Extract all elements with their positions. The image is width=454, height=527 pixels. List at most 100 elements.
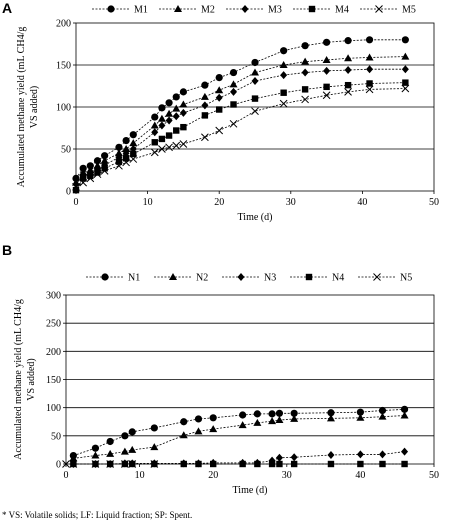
panel-a-point-m1-shape [115,143,123,151]
panel-a-point-m3-shape [165,116,173,125]
panel-a-point-m1 [179,88,187,96]
panel-b-point-n1 [150,424,158,432]
panel-a-point-m3 [401,65,409,74]
panel-a-point-m3-shape [172,112,180,121]
panel-b-x-tick-label: 50 [429,470,439,481]
panel-b-legend-marker [373,273,381,281]
panel-b-point-n2 [400,411,409,419]
panel-b-x-tick-label: 40 [355,470,365,481]
panel-a-point-m2 [344,54,353,62]
panel-b-point-n2 [326,414,335,422]
panel-b-point-n4-shape [379,460,386,468]
panel-b-point-n2-shape [268,417,277,425]
panel-b-point-n4 [210,460,217,468]
panel-a-legend-marker [308,5,316,13]
panel-a-point-m1-shape [86,162,94,170]
panel-a-legend-label: M3 [268,5,282,16]
panel-a-point-m5 [150,148,159,157]
panel-a-legend-label: M1 [134,5,148,16]
panel-a-legend-label: M4 [335,5,349,16]
panel-a-point-m5 [251,107,259,116]
panel-a: A 0 50 100 150 200 0 10 20 30 40 50 Time (d) Accumula… [2,0,439,223]
panel-a-line-m4 [75,82,406,191]
panel-a-point-m3 [323,66,331,75]
panel-b-point-n1-shape [253,410,261,418]
panel-a-point-m1-shape [79,164,87,172]
panel-a-point-m4 [165,132,173,139]
panel-b-legend-marker [237,273,245,281]
panel-a-legend-marker-stroke-b [375,5,383,13]
panel-a-y-axis-title-line1: Accumulated methane yield (mL CH4/g [16,27,27,188]
panel-a-point-m4 [151,139,158,146]
panel-a-legend-item-m4: M4 [293,5,349,16]
panel-b-series-n2 [69,411,409,462]
panel-b-point-n1 [268,410,276,418]
panel-a-point-m1 [301,42,309,50]
panel-b-legend-marker-shape [237,273,245,281]
panel-a-point-m3-shape [230,87,238,96]
panel-a-point-m5 [229,119,238,128]
panel-b-point-n2 [128,445,137,453]
panel-a-point-m4 [122,155,130,162]
panel-a-point-m5-stroke-b [229,119,238,128]
panel-a-letter: A [2,0,12,16]
panel-b-point-n1 [253,410,261,418]
panel-b-point-n1 [91,444,100,452]
panel-a-point-m5 [115,161,123,170]
panel-a-point-m3-shape [301,68,309,77]
panel-b-point-n5 [91,460,100,468]
panel-b-y-axis-title-line1: Accumulated methane yield (mL CH4/g [13,299,24,460]
panel-b-point-n3-shape [275,453,283,462]
panel-a-point-m1-shape [93,157,102,165]
panel-a-point-m1 [365,36,374,44]
panel-b-x-axis-title: Time (d) [233,485,268,496]
panel-a-point-m5 [344,88,352,96]
panel-a-point-m1-shape [229,68,238,77]
panel-a-point-m4-shape [165,132,173,139]
panel-a-point-m3-shape [201,101,209,110]
panel-a-point-m5-stroke-b [279,99,288,108]
panel-a-point-m4-shape [366,80,373,87]
panel-a-point-m3 [165,116,173,125]
panel-a-point-m5-stroke-b [301,95,309,104]
panel-b-y-tick-label: 0 [56,460,61,471]
panel-b-legend-label: N5 [400,273,412,284]
panel-a-legend-item-m1: M1 [92,5,148,16]
panel-a-point-m3-shape [280,71,288,80]
panel-a-point-m5 [322,91,331,100]
panel-a-point-m2 [301,57,310,65]
panel-b-point-n2-shape [69,454,78,462]
panel-a-point-m2 [251,68,259,76]
panel-a-point-m1-shape [122,137,130,145]
panel-a-series-m3 [72,65,409,189]
panel-a-point-m1 [344,37,352,45]
panel-b-point-n4 [254,460,261,468]
panel-b-series-n4 [70,460,408,468]
panel-a-point-m1 [79,164,87,172]
panel-b-point-n2-shape [378,412,387,420]
panel-a-point-m2 [322,55,331,63]
panel-b-point-n5 [106,460,115,468]
panel-b-point-n5-stroke-b [91,460,100,468]
panel-b-point-n4-shape [290,460,298,468]
panel-a-point-m4 [402,79,409,86]
panel-b-point-n4 [268,460,276,468]
panel-a-point-m2 [200,92,209,100]
panel-b-point-n2 [69,454,78,462]
panel-b-point-n2-shape [275,416,284,424]
panel-a-line-m2 [75,56,406,183]
panel-a-point-m4 [101,165,108,172]
panel-a-point-m4-shape [216,106,223,113]
panel-a-point-m2-shape [344,54,353,62]
panel-a-point-m2-shape [150,121,159,129]
panel-b-point-n2 [91,451,100,459]
panel-a-point-m5-stroke-b [201,133,209,142]
panel-b-legend: N1 N2 N3 N4 N5 [86,273,412,284]
panel-a-point-m5-stroke-b [115,161,123,170]
panel-a-x-axis-title: Time (d) [238,212,273,223]
panel-b-point-n2-shape [179,431,188,439]
panel-b-point-n2 [268,417,277,425]
panel-a-point-m4 [173,127,180,134]
panel-a-point-m4-shape [344,81,352,89]
panel-b-point-n4 [290,460,298,468]
